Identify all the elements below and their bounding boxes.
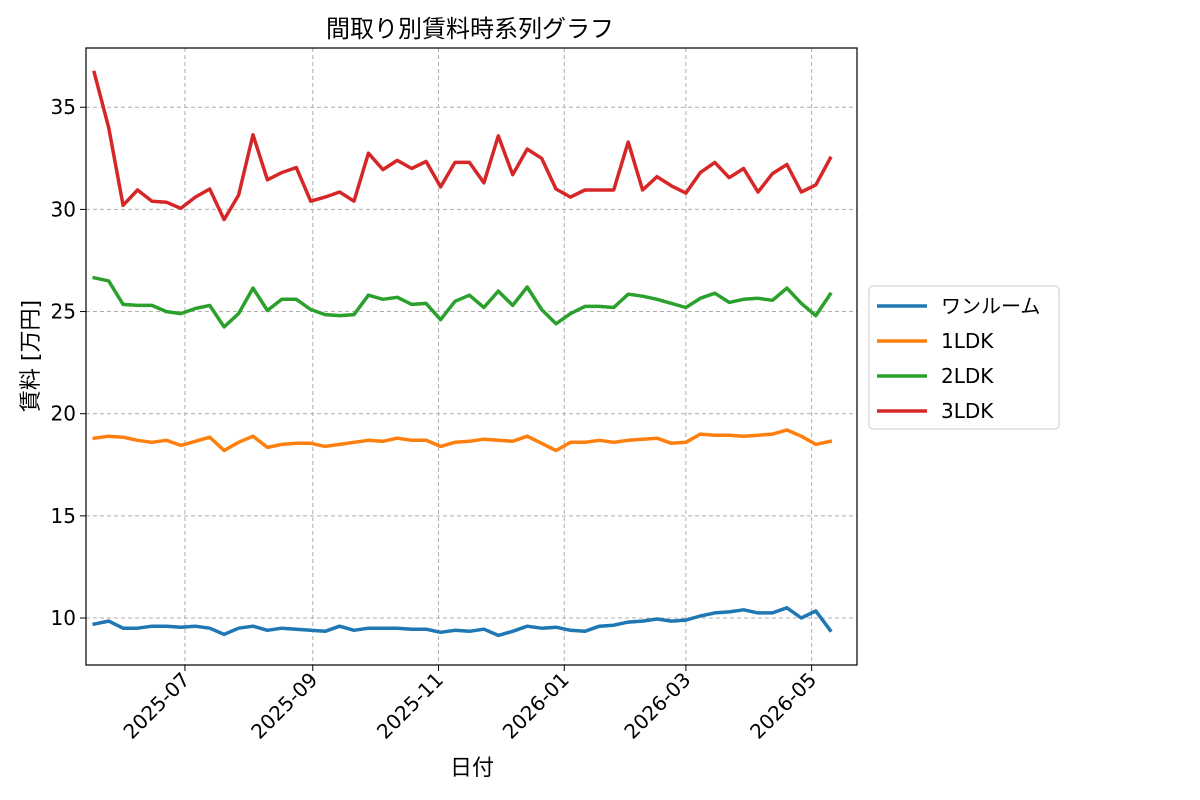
plot-frame xyxy=(85,47,858,666)
y-tick-label: 15 xyxy=(51,504,76,528)
legend-item: ワンルーム xyxy=(877,294,1040,318)
x-tick-label: 2025-11 xyxy=(372,668,448,744)
legend-item: 2LDK xyxy=(877,364,994,388)
legend-item: 3LDK xyxy=(877,399,994,423)
legend-label: ワンルーム xyxy=(941,294,1040,318)
y-tick-label: 25 xyxy=(51,300,76,324)
y-tick-label: 20 xyxy=(51,402,76,426)
series-line-0 xyxy=(92,606,833,638)
legend-label: 3LDK xyxy=(941,399,994,423)
x-tick-label: 2026-01 xyxy=(498,668,574,744)
legend-box xyxy=(868,285,1060,430)
series-line-1 xyxy=(92,428,833,453)
legend-label: 2LDK xyxy=(941,364,994,388)
y-tick-label: 35 xyxy=(51,95,76,119)
y-axis-label: 賃料 [万円] xyxy=(19,300,44,412)
y-tick-label: 10 xyxy=(51,606,76,630)
plot-area: 10 15 20 25 30 35 2025-07 2025-09 2025-11 2026-01… xyxy=(51,47,858,744)
x-tick-label: 2025-07 xyxy=(118,668,194,744)
x-tick-label: 2026-03 xyxy=(619,668,695,744)
chart-title: 間取り別賃料時系列グラフ xyxy=(326,15,614,43)
series-line-2 xyxy=(92,275,833,329)
x-axis-label: 日付 xyxy=(450,756,494,781)
legend-label: 1LDK xyxy=(941,329,994,353)
legend-item: 1LDK xyxy=(877,329,994,353)
y-tick-label: 30 xyxy=(51,197,76,221)
legend: ワンルーム 1LDK 2LDK 3LDK xyxy=(868,285,1060,430)
x-tick-label: 2026-05 xyxy=(745,668,821,744)
series-line-3 xyxy=(92,70,833,222)
x-tick-label: 2025-09 xyxy=(246,668,322,744)
